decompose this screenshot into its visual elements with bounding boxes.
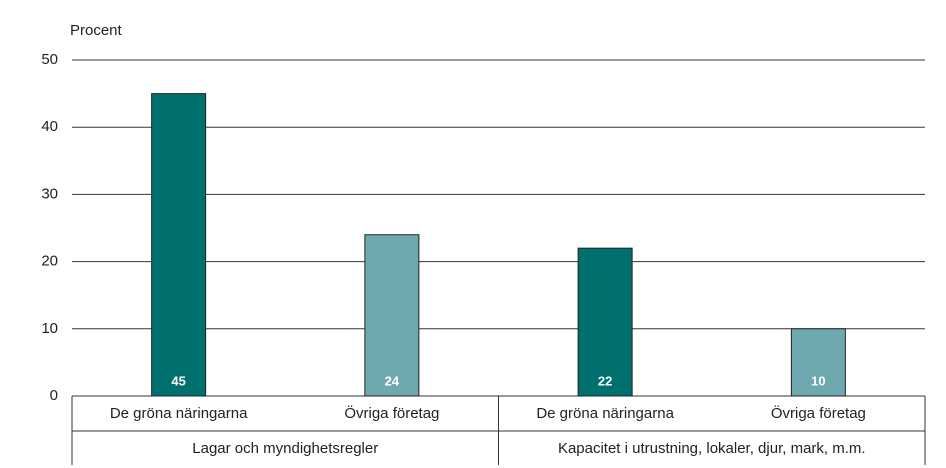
- bar: [790, 328, 846, 397]
- x-tick-label: Övriga företag: [344, 404, 439, 422]
- value-label: 45: [171, 373, 185, 388]
- group-label: Kapacitet i utrustning, lokaler, djur, m…: [558, 440, 866, 457]
- bar: [151, 93, 207, 397]
- y-tick-label: 40: [41, 118, 58, 135]
- value-label: 22: [598, 373, 612, 388]
- value-label: 24: [385, 373, 400, 388]
- y-tick-label: 30: [41, 185, 58, 202]
- group-label: Lagar och myndighetsregler: [192, 440, 378, 457]
- value-label: 10: [811, 373, 825, 388]
- x-tick-label: De gröna näringarna: [536, 405, 674, 422]
- bar: [364, 234, 420, 397]
- y-tick-label: 0: [50, 387, 58, 404]
- x-tick-label: De gröna näringarna: [110, 405, 248, 422]
- bar: [577, 247, 633, 397]
- y-tick-label: 50: [41, 51, 58, 68]
- x-tick-label: Övriga företag: [771, 404, 866, 422]
- y-tick-label: 20: [41, 253, 58, 270]
- y-axis-label: Procent: [70, 22, 123, 39]
- y-tick-label: 10: [41, 320, 58, 337]
